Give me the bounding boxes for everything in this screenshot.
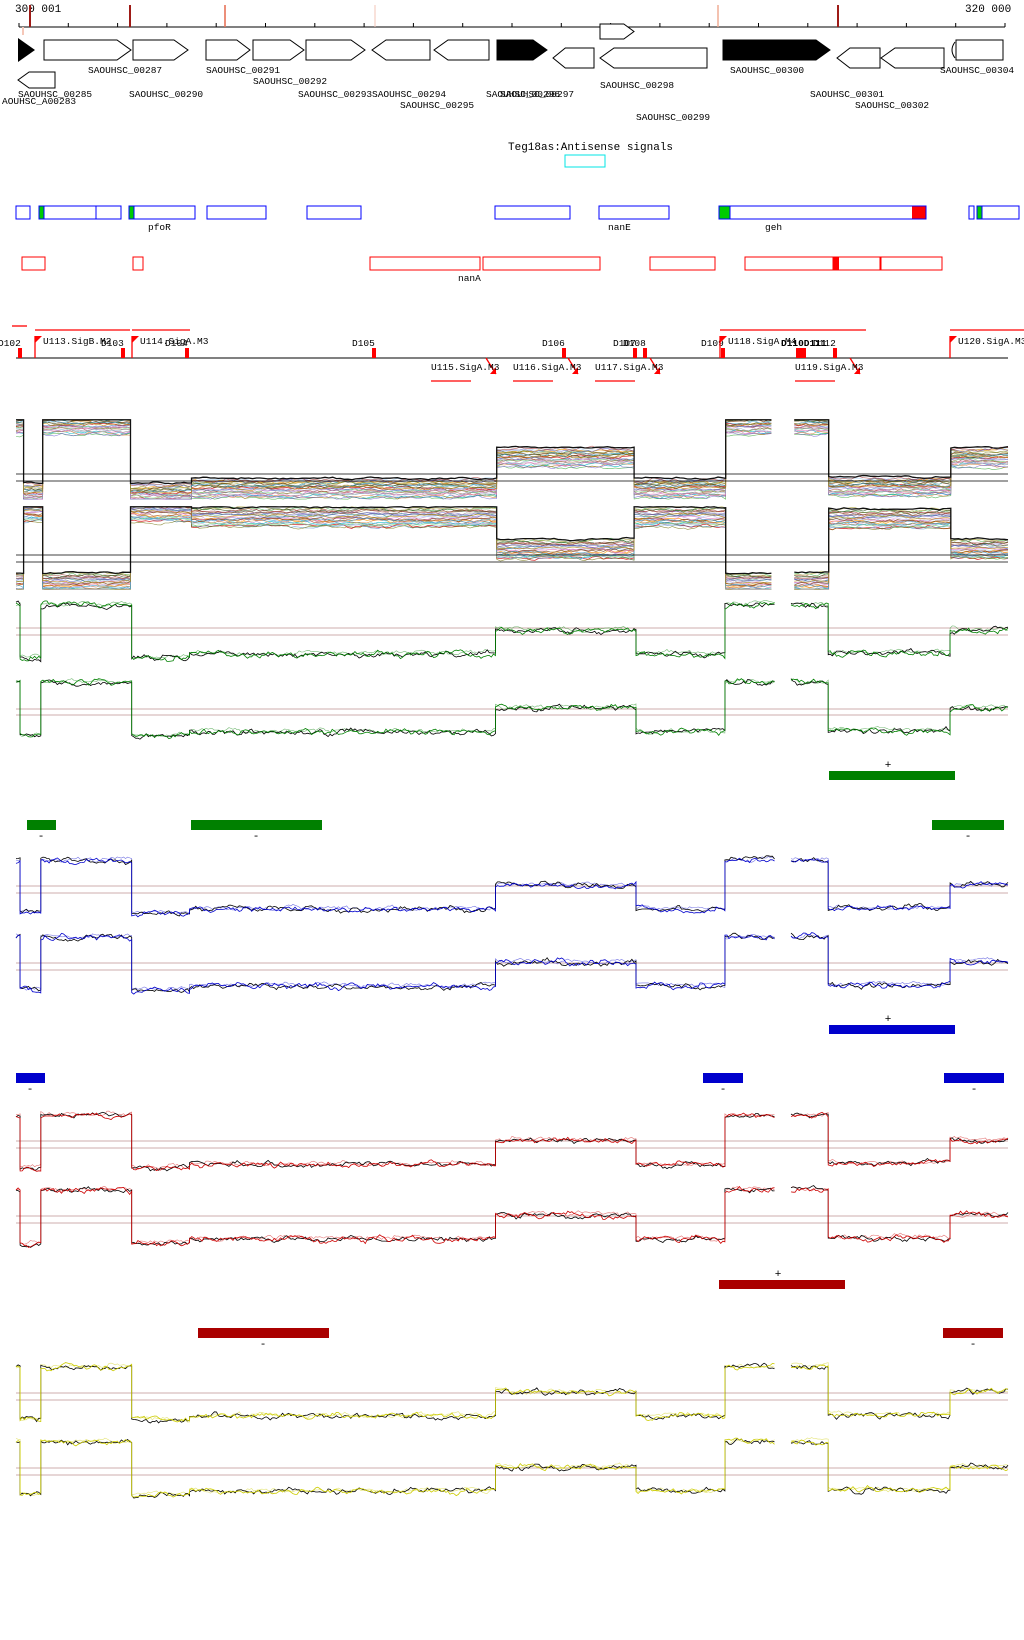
svg-text:SAOUHSC_00302: SAOUHSC_00302 bbox=[855, 100, 929, 111]
svg-text:+: + bbox=[885, 1014, 892, 1026]
svg-text:D104: D104 bbox=[165, 338, 188, 349]
svg-text:SAOUHSC_00300: SAOUHSC_00300 bbox=[730, 65, 804, 76]
svg-text:-: - bbox=[971, 1084, 978, 1096]
svg-text:U116.SigA.M3: U116.SigA.M3 bbox=[513, 362, 582, 373]
svg-text:D105: D105 bbox=[352, 338, 375, 349]
svg-text:nanE: nanE bbox=[608, 222, 631, 233]
svg-text:U117.SigA.M3: U117.SigA.M3 bbox=[595, 362, 664, 373]
svg-text:U119.SigA.M3: U119.SigA.M3 bbox=[795, 362, 864, 373]
svg-text:SAOUHSC_00301: SAOUHSC_00301 bbox=[810, 89, 884, 100]
svg-text:+: + bbox=[885, 760, 892, 772]
svg-text:SAOUHSC_00285: SAOUHSC_00285 bbox=[18, 89, 92, 100]
svg-text:-: - bbox=[253, 831, 260, 843]
svg-text:SAOUHSC_00291: SAOUHSC_00291 bbox=[206, 65, 280, 76]
svg-text:SAOUHSC_00292: SAOUHSC_00292 bbox=[253, 76, 327, 87]
svg-text:-: - bbox=[27, 1084, 34, 1096]
svg-text:-: - bbox=[970, 1339, 977, 1351]
svg-text:300 001: 300 001 bbox=[15, 4, 62, 16]
svg-text:U120.SigA.M3: U120.SigA.M3 bbox=[958, 336, 1024, 347]
svg-text:nanA: nanA bbox=[458, 273, 481, 284]
svg-text:D103: D103 bbox=[101, 338, 124, 349]
svg-text:pfoR: pfoR bbox=[148, 222, 171, 233]
svg-text:+: + bbox=[775, 1269, 782, 1281]
svg-text:D102: D102 bbox=[0, 338, 21, 349]
svg-text:SAOUHSC_00304: SAOUHSC_00304 bbox=[940, 65, 1014, 76]
svg-text:SAOUHSC_00293: SAOUHSC_00293 bbox=[298, 89, 372, 100]
svg-text:SAOUHSC_00297: SAOUHSC_00297 bbox=[500, 89, 574, 100]
svg-text:SAOUHSC_00299: SAOUHSC_00299 bbox=[636, 112, 710, 123]
svg-text:SAOUHSC_00295: SAOUHSC_00295 bbox=[400, 100, 474, 111]
svg-text:SAOUHSC_00298: SAOUHSC_00298 bbox=[600, 80, 674, 91]
svg-text:D106: D106 bbox=[542, 338, 565, 349]
svg-text:D108: D108 bbox=[623, 338, 646, 349]
svg-text:-: - bbox=[38, 831, 45, 843]
svg-text:-: - bbox=[720, 1084, 727, 1096]
svg-text:U115.SigA.M3: U115.SigA.M3 bbox=[431, 362, 500, 373]
svg-text:D112: D112 bbox=[813, 338, 836, 349]
svg-text:geh: geh bbox=[765, 222, 782, 233]
svg-text:-: - bbox=[965, 831, 972, 843]
svg-text:Teg18as:Antisense signals: Teg18as:Antisense signals bbox=[508, 142, 673, 154]
svg-text:SAOUHSC_00290: SAOUHSC_00290 bbox=[129, 89, 203, 100]
svg-text:320 000: 320 000 bbox=[965, 4, 1011, 16]
svg-text:-: - bbox=[260, 1339, 267, 1351]
svg-text:SAOUHSC_00294: SAOUHSC_00294 bbox=[372, 89, 446, 100]
svg-text:SAOUHSC_00287: SAOUHSC_00287 bbox=[88, 65, 162, 76]
